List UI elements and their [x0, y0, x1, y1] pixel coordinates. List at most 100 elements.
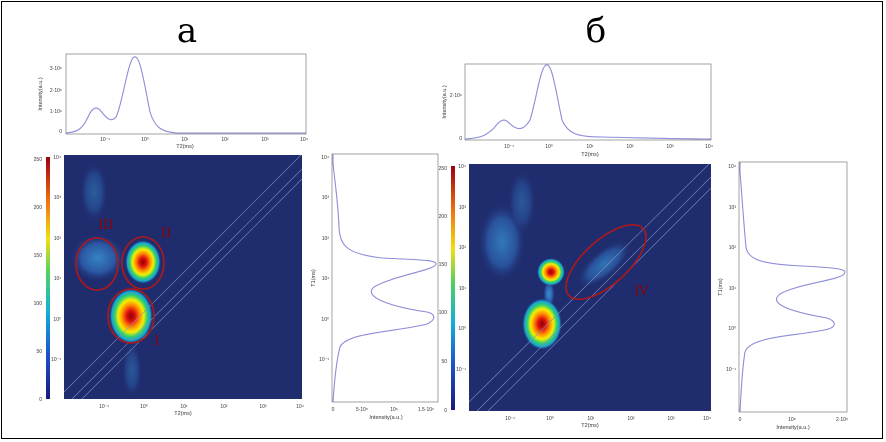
diag-line-b-2: [476, 176, 711, 411]
ytick-a-3: 3·10⁶: [50, 66, 62, 72]
xtick-a-top-3: 10²: [221, 137, 229, 143]
ytick-b-map-4: 10³: [459, 205, 467, 211]
blob-b-lower-peak: [522, 298, 562, 350]
xtick-a-top-1: 10⁰: [141, 137, 149, 143]
ytick-a-r-4: 10³: [322, 195, 330, 201]
map-b: IV 10⁴ 10³ 10² 10¹ 10⁰ 10⁻¹ 10⁻¹ 10⁰ 10¹…: [456, 164, 711, 429]
ytick-b-1: 2·10⁶: [450, 93, 462, 99]
ytick-b-r-5: 10⁴: [728, 164, 736, 170]
blob-ii: [125, 240, 161, 284]
ytick-a-map-0: 10⁻¹: [51, 357, 61, 363]
ylabel-b-right: T1(ms): [718, 278, 724, 296]
ytick-b-map-2: 10¹: [459, 286, 467, 292]
ytick-a-r-0: 10⁻¹: [319, 357, 329, 363]
xtick-a-r-3: 1.5·10⁶: [418, 407, 434, 413]
ytick-b-r-4: 10³: [729, 205, 737, 211]
xlabel-a-top: T2(ms): [176, 144, 194, 150]
panel-title-b: б: [586, 11, 606, 51]
top-projection-a-curve: [65, 56, 306, 134]
xtick-b-map-3: 10²: [627, 416, 635, 422]
xtick-b-top-2: 10¹: [586, 144, 594, 150]
right-projection-a-curve: [332, 154, 437, 403]
top-projection-b: 0 2·10⁶ Intensity(a.u.) 10⁻¹ 10⁰ 10¹ 10²…: [442, 63, 713, 158]
cbar-a-tick-2: 100: [34, 301, 43, 307]
colorbar-a: 0 50 100 150 200 250: [34, 157, 50, 403]
blob-lower: [122, 342, 142, 398]
ytick-a-0: 0: [59, 129, 62, 135]
top-projection-a: 0 1·10⁶ 2·10⁶ 3·10⁶ Intensity(a.u.) 10⁻¹…: [38, 53, 308, 150]
ytick-b-r-3: 10²: [729, 245, 737, 251]
diag-line-a-3: [81, 178, 302, 399]
blob-iv: [576, 239, 632, 289]
xtick-b-map-2: 10¹: [587, 416, 595, 422]
xlabel-b-right: Intensity(a.u.): [776, 425, 809, 431]
xtick-a-r-2: 10⁶: [390, 407, 398, 413]
right-projection-b-curve: [739, 162, 846, 413]
cbar-b-tick-3: 150: [439, 262, 448, 268]
cbar-b-tick-4: 200: [439, 214, 448, 220]
xlabel-b-top: T2(ms): [581, 152, 599, 158]
right-projection-b: 10⁴ 10³ 10² 10¹ 10⁰ 10⁻¹ T1(ms) 0 10⁶ 2·…: [718, 161, 848, 431]
ytick-a-map-2: 10¹: [54, 276, 62, 282]
top-projection-b-curve: [464, 64, 712, 140]
colorbar-a-gradient: [46, 157, 50, 399]
xtick-b-r-0: 0: [739, 417, 742, 423]
blob-upper-left: [80, 162, 108, 222]
ytick-a-map-4: 10³: [54, 195, 62, 201]
xtick-b-r-1: 10⁶: [788, 417, 796, 423]
xtick-a-map-1: 10⁰: [140, 404, 148, 410]
ellipse-i: [107, 288, 155, 344]
label-i: I: [154, 334, 159, 349]
ylabel-a-top: Intensity(a.u.): [38, 77, 44, 110]
ytick-a-map-5: 10⁴: [53, 155, 61, 161]
ytick-a-map-3: 10²: [54, 236, 62, 242]
diag-line-b-1: [469, 164, 710, 403]
xtick-a-map-2: 10¹: [180, 404, 188, 410]
ytick-a-r-1: 10⁰: [321, 317, 329, 323]
xtick-b-map-5: 10⁴: [703, 416, 711, 422]
ellipse-iii: [75, 237, 119, 291]
ytick-b-r-1: 10⁰: [728, 326, 736, 332]
xtick-b-r-2: 2·10⁶: [836, 417, 848, 423]
ellipse-ii: [121, 236, 165, 290]
ytick-a-2: 2·10⁶: [50, 88, 62, 94]
xtick-b-top-3: 10²: [626, 144, 634, 150]
xtick-a-map-0: 10⁻¹: [99, 404, 109, 410]
xlabel-a-map: T2(ms): [174, 411, 192, 417]
ytick-a-r-2: 10¹: [322, 276, 330, 282]
ytick-a-1: 1·10⁶: [50, 109, 62, 115]
xtick-b-map-4: 10³: [667, 416, 675, 422]
xtick-b-top-4: 10³: [666, 144, 674, 150]
xtick-a-map-3: 10²: [220, 404, 228, 410]
xtick-b-top-0: 10⁻¹: [504, 144, 514, 150]
colorbar-b: 0 50 100 150 200 250: [439, 166, 455, 414]
map-a: I II III 10⁴ 10³ 10² 10¹ 10⁰ 10⁻¹ 10⁻¹ 1…: [51, 155, 304, 417]
top-projection-b-frame: [464, 63, 712, 141]
xlabel-a-right: Intensity(a.u.): [369, 415, 402, 421]
diag-line-a-2: [71, 168, 302, 399]
ylabel-b-top: Intensity(a.u.): [442, 85, 448, 118]
cbar-a-tick-4: 200: [34, 205, 43, 211]
ytick-b-0: 0: [459, 136, 462, 142]
diag-line-b-3: [487, 187, 711, 411]
ytick-a-map-1: 10⁰: [53, 317, 61, 323]
colorbar-b-gradient: [451, 166, 455, 410]
right-projection-b-frame: [738, 161, 848, 413]
xtick-b-top-1: 10⁰: [545, 144, 553, 150]
cbar-a-tick-0: 0: [39, 397, 42, 403]
label-ii: II: [161, 226, 171, 241]
ylabel-a-right: T1(ms): [311, 269, 317, 287]
cbar-a-tick-1: 50: [36, 349, 42, 355]
right-projection-a-frame: [331, 153, 439, 403]
xtick-a-map-5: 10⁴: [296, 404, 304, 410]
cbar-a-tick-3: 150: [34, 253, 43, 259]
cbar-b-tick-2: 100: [439, 310, 448, 316]
blob-b-upper-peak: [537, 258, 565, 286]
ytick-a-r-3: 10²: [322, 236, 330, 242]
cbar-b-tick-0: 0: [444, 408, 447, 414]
xtick-a-top-4: 10³: [261, 137, 269, 143]
xtick-a-map-4: 10³: [259, 404, 267, 410]
cbar-b-tick-5: 250: [439, 166, 448, 172]
blob-b-upper: [508, 170, 536, 234]
